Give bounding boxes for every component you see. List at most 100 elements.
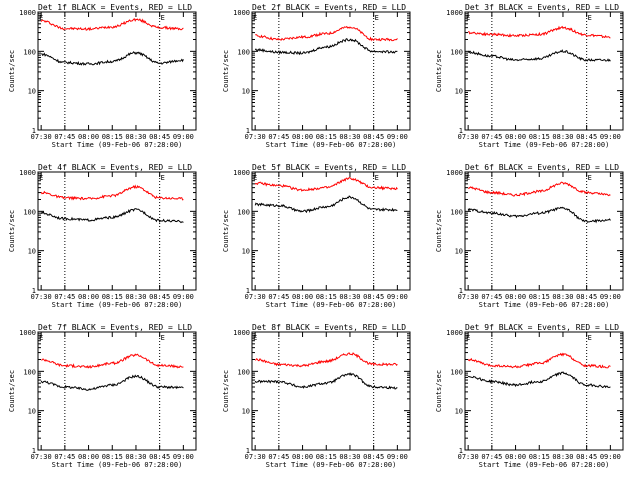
y-tick-label: 1000 (446, 329, 463, 337)
y-tick-label: 100 (23, 368, 36, 376)
y-tick-label: 10 (242, 248, 250, 256)
plot-det-6: Det 6f BLACK = Events, RED = LLD E E 1 10 100… (435, 163, 624, 309)
x-tick-label: 08:15 (316, 133, 337, 141)
event-marker: E (39, 174, 43, 182)
y-tick-label: 1 (32, 287, 36, 295)
events-series-line (467, 371, 611, 389)
y-tick-label: 100 (23, 208, 36, 216)
plot-det-5: Det 5f BLACK = Events, RED = LLD E E 1 10 100… (222, 163, 411, 309)
x-tick-label: 07:45 (481, 453, 502, 461)
y-axis-label: Counts/sec (222, 210, 230, 252)
y-tick-label: 10 (455, 88, 463, 96)
y-tick-label: 100 (237, 368, 250, 376)
x-tick-label: 08:15 (316, 453, 337, 461)
x-axis-label: Start Time (09-Feb-06 07:28:00) (479, 301, 610, 309)
plot-title: Det 5f BLACK = Events, RED = LLD (252, 163, 406, 172)
plot-det-8: Det 8f BLACK = Events, RED = LLD E E 1 10 100… (222, 323, 411, 469)
event-marker: E (39, 14, 43, 22)
plot-title: Det 1f BLACK = Events, RED = LLD (38, 3, 192, 12)
x-tick-label: 09:00 (173, 133, 194, 141)
x-tick-label: 08:45 (576, 453, 597, 461)
plot-frame (464, 171, 624, 291)
x-axis-label: Start Time (09-Feb-06 07:28:00) (479, 461, 610, 469)
y-tick-label: 1 (32, 127, 36, 135)
y-tick-label: 1000 (19, 329, 36, 337)
x-tick-label: 07:45 (268, 293, 289, 301)
y-axis-label: Counts/sec (435, 370, 443, 412)
x-tick-label: 08:30 (339, 453, 360, 461)
x-tick-label: 07:30 (31, 133, 52, 141)
y-tick-label: 100 (450, 208, 463, 216)
event-marker: E (253, 174, 257, 182)
plot-frame (251, 331, 411, 451)
event-marker: E (588, 334, 592, 342)
lld-series-line (255, 25, 398, 42)
plot-det-4: Det 4f BLACK = Events, RED = LLD E E 1 10 100… (8, 163, 197, 309)
x-tick-label: 08:45 (576, 133, 597, 141)
y-tick-label: 10 (242, 408, 250, 416)
x-tick-label: 09:00 (387, 293, 408, 301)
x-tick-label: 07:30 (458, 453, 479, 461)
lld-series-line (254, 177, 398, 192)
x-tick-label: 08:30 (552, 133, 573, 141)
x-tick-label: 08:15 (529, 133, 550, 141)
y-tick-label: 1000 (19, 9, 36, 17)
x-tick-label: 08:45 (576, 293, 597, 301)
plot-title: Det 7f BLACK = Events, RED = LLD (38, 323, 192, 332)
y-tick-label: 1 (459, 447, 463, 455)
plot-det-9: Det 9f BLACK = Events, RED = LLD E E 1 10 100… (435, 323, 624, 469)
x-tick-label: 07:30 (245, 133, 266, 141)
event-marker: E (161, 334, 165, 342)
x-tick-label: 08:45 (363, 133, 384, 141)
x-tick-label: 07:30 (31, 453, 52, 461)
x-tick-label: 08:30 (125, 453, 146, 461)
x-axis-label: Start Time (09-Feb-06 07:28:00) (52, 301, 183, 309)
plot-frame (37, 171, 197, 291)
events-series-line (254, 38, 398, 56)
y-tick-label: 1 (459, 287, 463, 295)
x-tick-label: 08:45 (149, 293, 170, 301)
x-tick-label: 08:00 (78, 133, 99, 141)
x-tick-label: 08:00 (505, 453, 526, 461)
x-tick-label: 08:00 (505, 133, 526, 141)
y-tick-label: 10 (455, 248, 463, 256)
x-tick-label: 08:15 (102, 293, 123, 301)
y-axis-label: Counts/sec (8, 370, 16, 412)
plot-frame (37, 331, 197, 451)
plot-det-2: Det 2f BLACK = Events, RED = LLD E E 1 10 100… (222, 3, 411, 149)
x-tick-label: 09:00 (387, 453, 408, 461)
event-marker: E (375, 174, 379, 182)
event-marker: E (466, 334, 470, 342)
plot-frame (464, 11, 624, 131)
y-axis-label: Counts/sec (222, 50, 230, 92)
x-tick-label: 08:15 (529, 453, 550, 461)
event-marker: E (253, 14, 257, 22)
plot-frame (37, 11, 197, 131)
event-marker: E (161, 14, 165, 22)
y-axis-label: Counts/sec (8, 50, 16, 92)
y-tick-label: 100 (450, 48, 463, 56)
y-tick-label: 1 (32, 447, 36, 455)
plot-det-7: Det 7f BLACK = Events, RED = LLD E E 1 10 100… (8, 323, 197, 469)
events-series-line (467, 49, 611, 62)
y-axis-label: Counts/sec (435, 50, 443, 92)
y-tick-label: 1000 (446, 9, 463, 17)
x-tick-label: 08:30 (339, 293, 360, 301)
y-tick-label: 100 (237, 48, 250, 56)
y-tick-label: 10 (28, 408, 36, 416)
x-axis-label: Start Time (09-Feb-06 07:28:00) (52, 461, 183, 469)
y-tick-label: 10 (242, 88, 250, 96)
lld-series-line (468, 25, 611, 39)
x-tick-label: 07:45 (54, 453, 75, 461)
x-tick-label: 08:45 (363, 453, 384, 461)
x-tick-label: 08:00 (78, 293, 99, 301)
lld-series-line (41, 353, 184, 369)
plot-title: Det 3f BLACK = Events, RED = LLD (465, 3, 619, 12)
x-axis-label: Start Time (09-Feb-06 07:28:00) (266, 301, 397, 309)
x-tick-label: 08:00 (78, 453, 99, 461)
x-tick-label: 08:30 (339, 133, 360, 141)
event-marker: E (39, 334, 43, 342)
x-tick-label: 07:45 (481, 293, 502, 301)
plot-frame (251, 11, 411, 131)
